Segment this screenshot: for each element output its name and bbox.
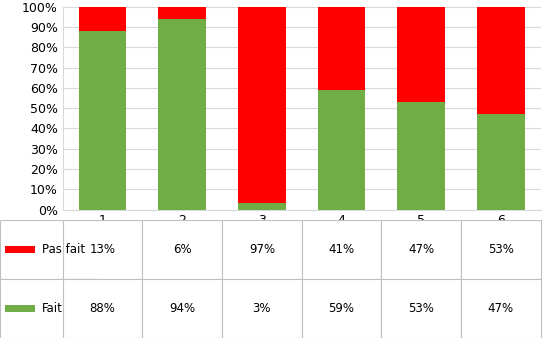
- Text: Pas fait: Pas fait: [42, 243, 85, 256]
- Bar: [0, 220, 96, 279]
- Text: 97%: 97%: [249, 243, 275, 256]
- Text: 47%: 47%: [488, 302, 514, 315]
- Bar: [397, 102, 445, 210]
- Bar: [477, 7, 525, 114]
- Bar: [238, 203, 286, 210]
- Bar: [79, 31, 127, 210]
- Bar: [302, 220, 381, 279]
- Text: 47%: 47%: [408, 243, 434, 256]
- Bar: [158, 7, 206, 19]
- Bar: [5, 305, 35, 312]
- Text: 41%: 41%: [328, 243, 354, 256]
- Bar: [63, 220, 143, 279]
- Bar: [158, 19, 206, 210]
- Bar: [302, 279, 381, 338]
- Bar: [318, 90, 365, 210]
- Bar: [477, 114, 525, 210]
- Bar: [143, 279, 222, 338]
- Bar: [461, 220, 541, 279]
- Text: 53%: 53%: [488, 243, 514, 256]
- Bar: [461, 279, 541, 338]
- Text: 6%: 6%: [173, 243, 192, 256]
- Bar: [0, 279, 96, 338]
- Bar: [318, 7, 365, 90]
- Bar: [222, 279, 301, 338]
- Bar: [5, 246, 35, 252]
- Bar: [381, 279, 461, 338]
- Bar: [238, 7, 286, 203]
- Text: 94%: 94%: [169, 302, 195, 315]
- Bar: [222, 220, 301, 279]
- Bar: [79, 5, 127, 31]
- Bar: [63, 279, 143, 338]
- Text: 3%: 3%: [253, 302, 271, 315]
- Bar: [381, 220, 461, 279]
- Text: 88%: 88%: [90, 302, 116, 315]
- Bar: [143, 220, 222, 279]
- Text: Fait: Fait: [42, 302, 63, 315]
- Text: 59%: 59%: [329, 302, 354, 315]
- Text: 13%: 13%: [90, 243, 116, 256]
- Bar: [397, 7, 445, 102]
- Text: 53%: 53%: [408, 302, 434, 315]
